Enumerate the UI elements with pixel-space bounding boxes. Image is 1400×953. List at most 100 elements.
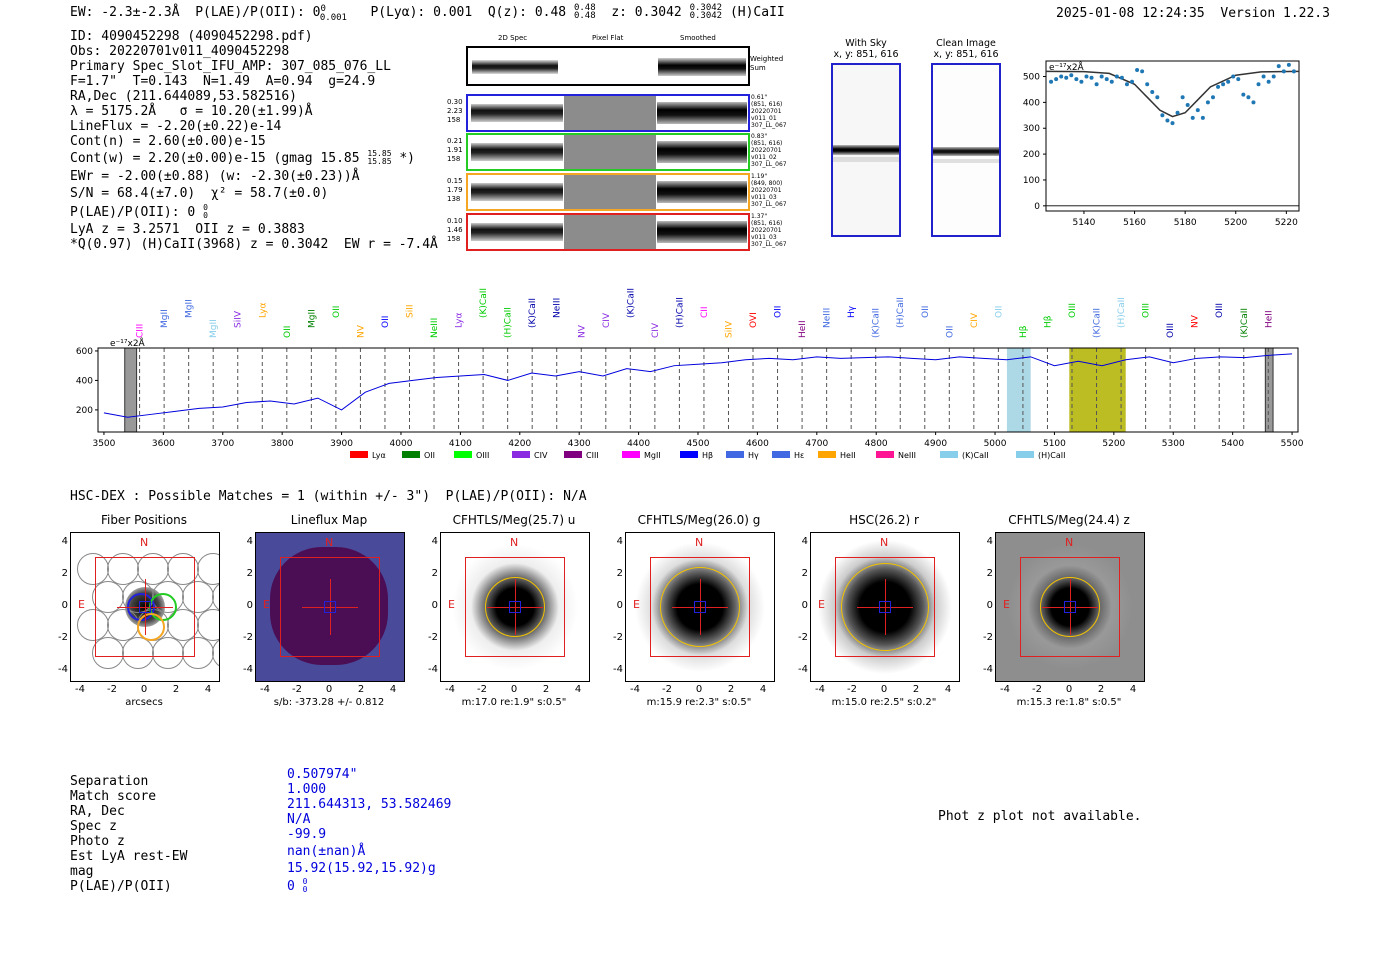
spectrum-line-label: CIV [602,312,612,328]
zoom-point [1089,75,1094,80]
zoom-ytick-label: 400 [1023,98,1040,108]
north-label: N [1065,536,1074,549]
legend-label: (K)CaII [962,451,989,460]
cutout-row-meta: 0.61" (851, 616) 20220701 v011_01 307_LL… [751,94,787,129]
panel-xtick-label: 0 [1065,684,1073,695]
spectrum-line-label: OII [283,326,293,338]
spectrum-mask [124,347,138,433]
spectrum-highlight [1006,348,1031,432]
cutout-row-frame [466,173,750,211]
zoom-point [1160,113,1165,118]
zoom-point [1236,77,1241,82]
spectrum-line-label: (K)CaII [528,298,538,328]
panel-ytick-label: 0 [61,600,68,611]
zoom-point [1114,74,1119,79]
panel-ytick-label: -2 [613,632,623,643]
spectrum-xtick-label: 4300 [568,439,591,449]
zoom-point [1079,79,1084,84]
panel-xtick-label: 4 [1129,684,1137,695]
spectrum-line-label: OII [774,306,784,318]
spectrum-line-label: (H)CaII [896,297,906,328]
panel-image [255,532,405,682]
spectrum-line-label: CII [700,306,710,318]
zoom-point [1059,74,1064,79]
zoom-point [1291,69,1296,74]
spectrum-line-label: (K)CaII [1093,308,1103,338]
spectrum-line-label: (H)CaII [504,307,514,338]
north-label: N [880,536,889,549]
zoom-xtick-label: 5180 [1174,218,1197,228]
panel-xtick-label: 2 [172,684,180,695]
spectrum-xtick-label: 4600 [746,439,769,449]
panel-ytick-label: 2 [616,568,623,579]
spectrum-line-label: OII [332,306,342,318]
spectrum-line-label: NV [577,324,587,338]
zoom-point [1286,62,1291,67]
panel-ytick-label: -4 [613,664,623,675]
spectrum-xtick-label: 4800 [865,439,888,449]
legend-label: Hβ [702,451,713,460]
panel-ytick-label: 2 [986,568,993,579]
panel-xtick-label: -2 [662,684,672,695]
panel-ytick-label: 4 [616,536,623,547]
panel-title: HSC(26.2) r [849,513,919,527]
spectrum-xtick-label: 5200 [1102,439,1125,449]
spectrum-xtick-label: 4000 [390,439,413,449]
legend-label: (H)CaII [1038,451,1065,460]
header-summary: EW: -2.3±-2.3Å P(LAE)/P(OII): 000.001 P(… [70,3,785,24]
panel-xtick-label: 4 [574,684,582,695]
legend-label: CIV [534,451,548,460]
legend-swatch [818,451,836,458]
panel-xtick-label: 4 [759,684,767,695]
zoom-point [1276,64,1281,69]
panel-ytick-label: -4 [798,664,808,675]
panel-title: CFHTLS/Meg(24.4) z [1008,513,1130,527]
info-line: LineFlux = -2.20(±0.22)e-14 [70,119,282,134]
north-label: N [325,536,334,549]
zoom-point [1185,102,1190,107]
panel-ytick-label: 4 [246,536,253,547]
panel-ytick-label: 0 [431,600,438,611]
east-label: E [448,598,455,611]
zoom-point [1261,74,1266,79]
panel-ytick-label: -2 [798,632,808,643]
legend-label: NeIII [898,451,916,460]
zoom-point [1200,115,1205,120]
east-label: E [263,598,270,611]
spectrum-mask [1264,347,1274,433]
panel-title: Lineflux Map [290,513,368,527]
spectrum-xtick-label: 4500 [687,439,710,449]
panel-ytick-label: 4 [61,536,68,547]
zoom-point [1119,75,1124,80]
panel-image [70,532,220,682]
spectrum-xtick-label: 3500 [92,439,115,449]
legend-swatch [680,451,698,458]
panel-image [995,532,1145,682]
panel-ytick-label: 0 [246,600,253,611]
zoom-ytick-label: 100 [1023,176,1040,186]
info-line: Primary Spec_Slot_IFU_AMP: 307_085_076_L… [70,59,391,74]
zoom-xtick-label: 5140 [1072,218,1095,228]
legend-label: Lyα [372,451,386,460]
col-header: 2D Spec [498,34,528,42]
legend-swatch [512,451,530,458]
zoom-point [1165,118,1170,123]
cutout-row-stats: 0.21 1.91 158 [447,137,463,163]
spectrum-xtick-label: 5000 [984,439,1007,449]
panel-xtick-label: 4 [944,684,952,695]
legend-label: OII [424,451,435,460]
spectrum-line-label: OIII [1068,303,1078,318]
spectrum-line-label: NV [1191,314,1201,328]
spectrum-line-label: MgII [160,309,170,328]
spectrum-line-label: (H)CaII [1117,297,1127,328]
panel-xtick-label: 2 [1097,684,1105,695]
zoom-unit-label: e⁻¹⁷x2Å [1049,61,1085,73]
panel-xtick-label: 2 [727,684,735,695]
spectrum-line-label: MgII [185,299,195,318]
spectrum-xtick-label: 3600 [152,439,175,449]
spectrum-xtick-label: 4900 [924,439,947,449]
match-value: nan(±nan)Å [287,844,366,859]
legend-label: OIII [476,451,489,460]
zoom-point [1099,74,1104,79]
